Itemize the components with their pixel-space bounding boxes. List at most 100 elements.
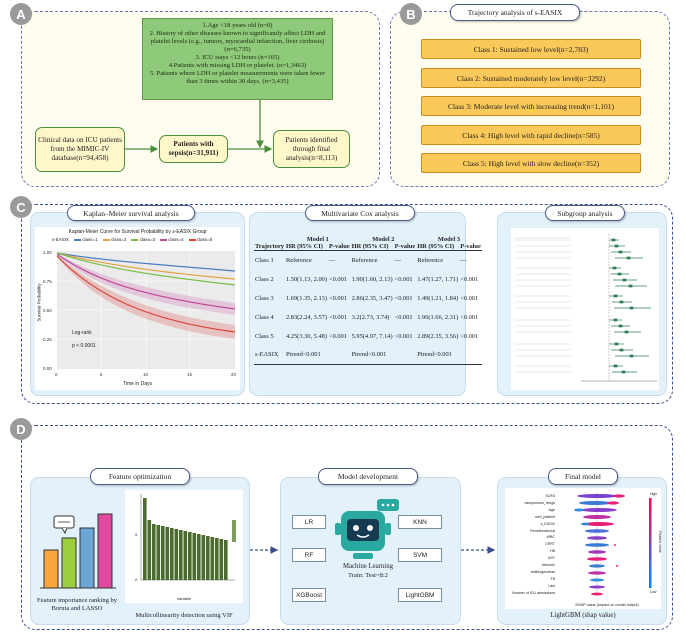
cox-cell: 1.50(1.13, 2.00): [285, 275, 327, 283]
cox-cell: Class 4: [255, 313, 274, 321]
exclusion-box: 1.Age <18 years old (n=0) 2. History of …: [142, 18, 333, 100]
cox-cell: <0.001: [329, 294, 347, 302]
cox-subheader: P-value: [329, 243, 350, 250]
cox-cell: Class 1: [255, 256, 274, 264]
cox-cell: —: [394, 256, 401, 264]
km-band-class-4: [57, 254, 235, 315]
vif-xlabel: Variable: [176, 596, 192, 601]
feature-caption: Feature importance ranking by Boruta and…: [37, 597, 117, 612]
km-pvalue: p < 0.0001: [72, 343, 96, 349]
vif-bar: [201, 535, 206, 580]
cox-header: Trajectory: [255, 243, 284, 250]
vif-bar: [197, 534, 201, 580]
shap-high: High: [650, 492, 658, 496]
shap-feature: Age: [548, 507, 555, 512]
km-chart: 1.00 0.75 0.50 0.25 0.00 0 5 10 15 20: [43, 250, 237, 377]
panel-a-badge: A: [10, 3, 32, 25]
final-caption: LightGBM (shap value): [550, 612, 616, 619]
shap-feature: antibiogerobias: [530, 569, 555, 574]
panel-b-badge: B: [400, 3, 422, 25]
cox-cell: Reference: [417, 256, 444, 264]
km-curve-class-1: [56, 252, 236, 272]
panel-a-arrows: [125, 100, 273, 153]
cox-cell: <0.001: [460, 275, 479, 283]
exclusion-item: 1.Age <18 years old (n=0): [202, 22, 273, 29]
model-knn: KNN: [398, 515, 442, 529]
km-plot-title: Kaplan-Meier Curve for Survival Probabil…: [68, 229, 207, 235]
km-legend: s-EASIX class=1 class=2 class=3 class=4 …: [52, 237, 212, 242]
feature-title: Feature optimization: [90, 468, 190, 485]
shap-colorbar: [649, 498, 652, 588]
cox-cell: Class 2: [255, 275, 274, 283]
shap-feature: mini_platelet: [534, 514, 555, 519]
cox-cell: <0.001: [394, 332, 413, 340]
vif-bar: [143, 498, 147, 580]
panel-c: [21, 204, 673, 404]
shap-plot-area: [505, 488, 661, 609]
class-2-box: Class 2: Sustained moderately low level(…: [421, 68, 641, 88]
exclusion-item: 5. Patients where LDH or platelet measur…: [149, 70, 326, 86]
cox-cell: 4.25(3.30, 5.48): [285, 332, 327, 340]
vif-legend: [232, 520, 236, 542]
shap-feature: Renalfunctional: [530, 528, 555, 533]
km-xtick: 0: [55, 372, 58, 377]
ml-caption: Machine Learning: [342, 563, 393, 570]
cox-cell: 2.86(2.35, 3.47): [351, 294, 393, 302]
km-curve-class-4: [56, 253, 236, 310]
vif-bar: [170, 528, 174, 580]
km-legend-label: s-EASIX: [52, 237, 70, 242]
km-ytick: 1.00: [43, 250, 52, 255]
shap-feature: Lact: [548, 583, 555, 588]
vif-bar: [183, 531, 188, 580]
cox-cell: 1.49(1.21, 1.84): [417, 294, 459, 302]
km-ytick: 0.50: [43, 308, 52, 313]
cox-cell: <0.001: [394, 294, 413, 302]
km-band-class-5: [57, 255, 235, 339]
cox-cell: 2.83(2.24, 3.57): [285, 313, 327, 321]
cox-cell: Reference: [351, 256, 378, 264]
robot-icon: [335, 499, 399, 559]
shap-feature: AST: [548, 556, 555, 561]
cox-card: [249, 212, 466, 396]
vif-bar: [174, 529, 179, 580]
shap-feature: SOFA: [545, 494, 555, 498]
cox-subheader: HR (95% CI): [417, 243, 455, 250]
cox-cell: 2.89(2.35, 3.56): [417, 332, 459, 340]
cox-subheader: HR (95% CI): [351, 243, 389, 250]
shap-xlabel: SHAP value (impact on model output): [575, 603, 639, 607]
cox-subheader: P-value: [460, 243, 481, 250]
vif-bar: [206, 536, 210, 580]
km-title: Kaplan–Meier survival analysis: [67, 205, 195, 221]
model-lightgbm: LightGBM: [398, 588, 442, 602]
shap-feature: vasopressor_drugs: [524, 500, 555, 505]
km-xtick: 15: [187, 372, 193, 377]
shap-beeswarm: [574, 492, 652, 596]
vif-ytick: 0: [135, 577, 138, 582]
vif-bar: [192, 533, 197, 580]
cox-cell: <0.001: [329, 275, 347, 283]
cox-header: Model 1: [306, 236, 329, 243]
cox-cell: 1.90(1.60, 2.13): [351, 275, 393, 283]
cox-table-wrap: Trajectory Model 1 Model 2 Model 3 HR (9…: [254, 236, 482, 365]
source-box: Clinical data on ICU patients from the M…: [35, 127, 125, 172]
km-xtick: 5: [100, 372, 103, 377]
cox-cell: s-EASIX: [255, 351, 279, 359]
km-legend-item: class=3: [131, 237, 155, 242]
shap-feature: Number of ICU admissions: [512, 590, 555, 595]
cox-header: Model 3: [437, 236, 461, 243]
km-legend-item: class=5: [188, 237, 212, 242]
model-lr: LR: [292, 515, 326, 529]
cox-cell: 1.96(1.66, 2.31): [417, 313, 459, 321]
vif-bar: [188, 532, 192, 580]
model-title: Model development: [318, 468, 418, 485]
model-rf: RF: [292, 548, 326, 562]
shap-low: Low: [650, 590, 657, 594]
cox-cell: 1.69(1.35, 2.13): [285, 294, 327, 302]
km-legend-item: class=4: [159, 237, 184, 242]
final-box: Patients identified through final analys…: [273, 130, 350, 168]
km-logrank: Log-rank: [72, 330, 92, 336]
vif-bar: [147, 520, 152, 580]
km-curve-class-2: [56, 252, 236, 280]
vif-ytick: 5: [135, 532, 138, 537]
